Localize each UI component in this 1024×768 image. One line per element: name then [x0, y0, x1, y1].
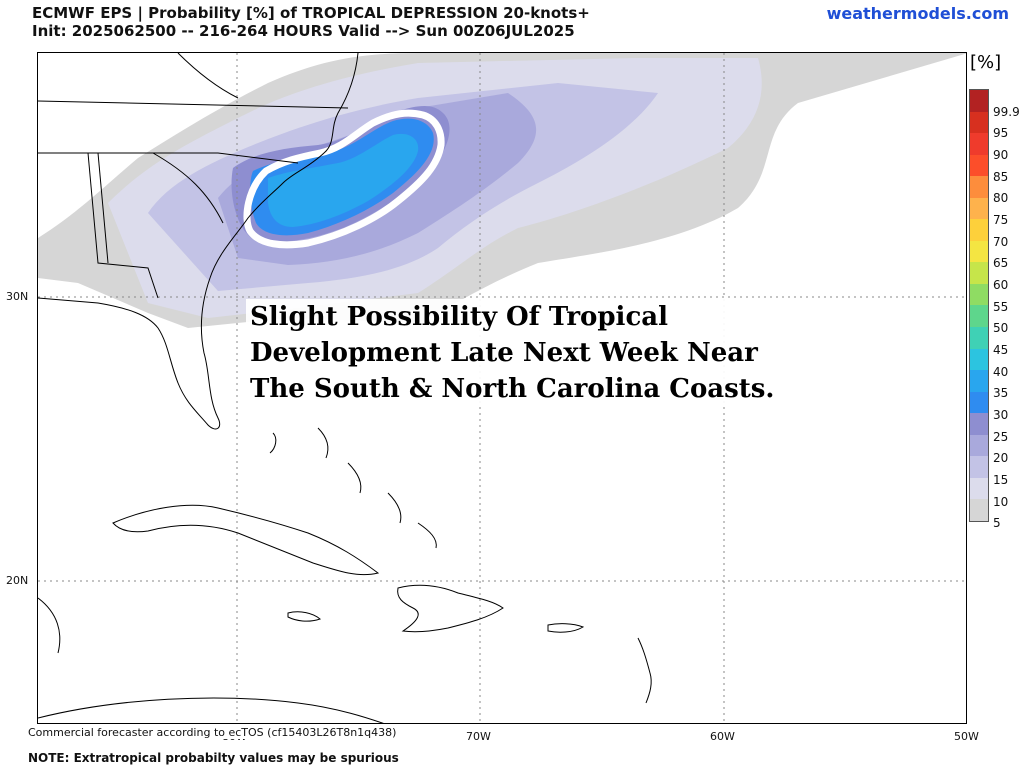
chart-subtitle: Init: 2025062500 -- 216-264 HOURS Valid … — [32, 22, 575, 40]
colorbar-level-label: 5 — [993, 516, 1001, 531]
colorbar-level-label: 30 — [993, 407, 1009, 422]
colorbar-segment — [970, 90, 988, 112]
lon-label-60w: 60W — [710, 730, 735, 743]
colorbar-segment — [970, 499, 988, 521]
prob-35-shade — [268, 133, 419, 227]
probability-map: Slight Possibility Of Tropical Developme… — [37, 52, 967, 724]
highlight-outline — [243, 109, 445, 249]
annotation-line-2: Development Late Next Week Near — [246, 335, 779, 371]
colorbar-segment — [970, 456, 988, 478]
colorbar-segment — [970, 240, 988, 263]
coastlines — [38, 53, 652, 723]
colorbar-segment — [970, 477, 988, 500]
colorbar — [969, 89, 989, 522]
license-credit: Commercial forecaster according to ecTOS… — [28, 726, 399, 739]
lat-label-30n: 30N — [6, 290, 29, 303]
colorbar-level-label: 20 — [993, 451, 1009, 466]
colorbar-segment — [970, 197, 988, 220]
colorbar-segment — [970, 413, 988, 435]
colorbar-level-label: 95 — [993, 126, 1009, 141]
annotation-line-1: Slight Possibility Of Tropical — [246, 299, 779, 335]
colorbar-segment — [970, 262, 988, 284]
annotation-text-box: Slight Possibility Of Tropical Developme… — [246, 299, 779, 407]
colorbar-level-label: 70 — [993, 234, 1009, 249]
lon-label-50w: 50W — [954, 730, 979, 743]
colorbar-unit: [%] — [970, 52, 1002, 73]
colorbar-level-label: 65 — [993, 256, 1009, 271]
colorbar-segment — [970, 327, 988, 349]
colorbar-segment — [970, 348, 988, 371]
colorbar-level-label: 25 — [993, 429, 1009, 444]
colorbar-level-label: 35 — [993, 386, 1009, 401]
colorbar-segment — [970, 305, 988, 328]
map-canvas — [38, 53, 966, 723]
colorbar-segment — [970, 219, 988, 241]
chart-title: ECMWF EPS | Probability [%] of TROPICAL … — [32, 4, 590, 22]
colorbar-level-label: 60 — [993, 278, 1009, 293]
colorbar-level-label: 55 — [993, 299, 1009, 314]
colorbar-segment — [970, 434, 988, 457]
annotation-line-3: The South & North Carolina Coasts. — [246, 371, 779, 407]
colorbar-level-label: 10 — [993, 494, 1009, 509]
colorbar-level-label: 40 — [993, 364, 1009, 379]
colorbar-level-label: 75 — [993, 213, 1009, 228]
colorbar-segment — [970, 176, 988, 198]
lon-label-70w: 70W — [466, 730, 491, 743]
colorbar-segment — [970, 370, 988, 392]
footer-note: NOTE: Extratropical probabilty values ma… — [28, 751, 399, 765]
colorbar-level-label: 80 — [993, 191, 1009, 206]
colorbar-segment — [970, 391, 988, 414]
colorbar-level-label: 85 — [993, 169, 1009, 184]
colorbar-segment — [970, 283, 988, 306]
colorbar-level-label: 15 — [993, 472, 1009, 487]
colorbar-level-label: 50 — [993, 321, 1009, 336]
lat-label-20n: 20N — [6, 574, 29, 587]
colorbar-segment — [970, 133, 988, 155]
colorbar-level-label: 90 — [993, 148, 1009, 163]
colorbar-level-label: 45 — [993, 342, 1009, 357]
brand-link[interactable]: weathermodels.com — [826, 4, 1009, 23]
colorbar-segment — [970, 154, 988, 177]
colorbar-segment — [970, 111, 988, 134]
colorbar-level-label: 99.9 — [993, 104, 1020, 119]
